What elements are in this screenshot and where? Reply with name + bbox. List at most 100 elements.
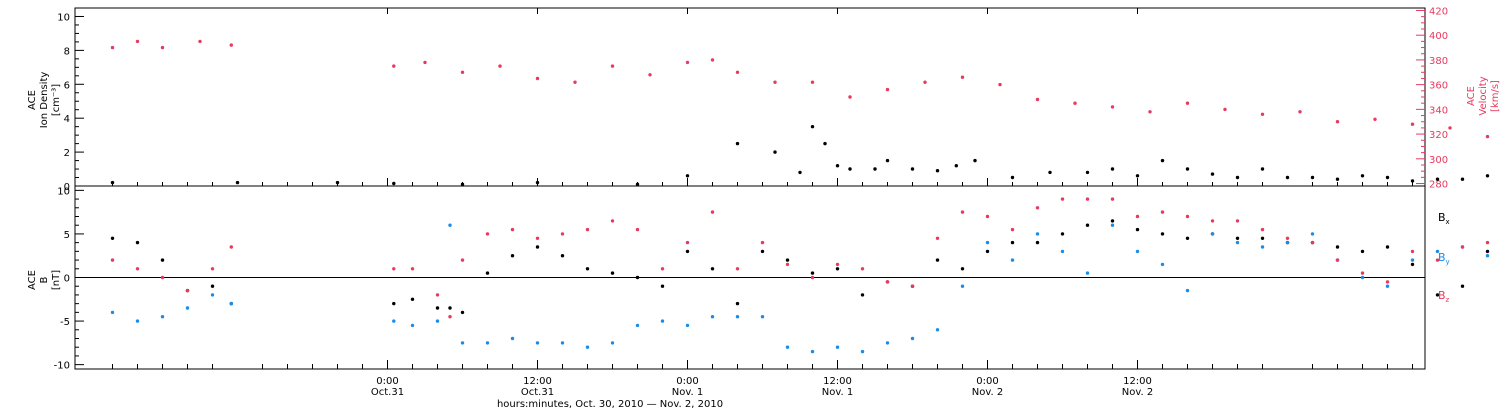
field-point-2 [185, 288, 190, 293]
field-point-2 [410, 267, 415, 271]
top-point-1 [229, 43, 233, 47]
top-point-0 [873, 167, 877, 171]
top-point-0 [1385, 175, 1390, 180]
top-point-1 [885, 87, 890, 92]
field-point-2 [985, 214, 990, 219]
field-point-2 [435, 293, 440, 297]
field-tick-label: 5 [64, 230, 70, 241]
field-point-2 [860, 267, 865, 271]
top-point-0 [1485, 174, 1490, 178]
time-tick-label-time: 12:00 [1123, 376, 1152, 387]
field-point-0 [935, 258, 940, 262]
field-point-2 [935, 236, 940, 240]
top-point-0 [798, 170, 802, 175]
velocity-tick-label: 360 [1429, 81, 1448, 92]
time-tick-label-time: 0:00 [376, 376, 398, 387]
top-point-0 [1410, 179, 1415, 183]
density-velocity-points [110, 39, 1490, 186]
legend-bx: Bx [1438, 211, 1450, 226]
field-point-1 [985, 240, 990, 245]
field-point-1 [1060, 249, 1065, 254]
top-point-1 [773, 80, 777, 84]
field-point-2 [485, 232, 490, 236]
field-point-1 [1285, 240, 1290, 245]
field-point-0 [1010, 240, 1015, 245]
velocity-axis-ticks: 280 300 320 340 360 380 400 420 [1416, 6, 1448, 191]
time-tick-label-date: Oct.31 [521, 387, 554, 398]
density-axis-label-line1: ACE [27, 90, 38, 110]
field-point-1 [785, 345, 790, 349]
field-point-2 [960, 210, 965, 214]
field-point-2 [710, 210, 715, 214]
field-point-1 [210, 293, 215, 297]
top-point-1 [1335, 120, 1340, 124]
top-point-1 [1448, 126, 1452, 130]
field-point-0 [785, 258, 790, 262]
field-point-0 [1260, 236, 1265, 240]
velocity-tick-label: 320 [1429, 130, 1448, 141]
legend-by: By [1438, 251, 1450, 266]
field-point-0 [510, 254, 515, 258]
top-point-1 [160, 45, 165, 50]
field-point-0 [1110, 219, 1115, 223]
field-point-2 [1010, 227, 1015, 232]
field-point-1 [835, 345, 840, 349]
field-point-1 [485, 341, 490, 345]
field-point-1 [460, 341, 465, 345]
top-point-0 [1160, 158, 1165, 163]
field-point-1 [410, 323, 415, 328]
top-point-0 [935, 169, 940, 173]
velocity-tick-label: 380 [1429, 56, 1448, 67]
field-point-2 [1110, 197, 1115, 201]
field-point-1 [960, 284, 965, 288]
top-point-0 [835, 164, 840, 168]
legend-bx-name: B [1438, 211, 1446, 224]
field-point-2 [610, 219, 615, 223]
field-point-2 [392, 267, 396, 271]
top-point-0 [1285, 175, 1290, 180]
field-point-2 [1210, 219, 1215, 223]
field-point-2 [1160, 210, 1165, 214]
field-axis-label-line1: ACE [27, 270, 38, 290]
top-point-0 [1260, 167, 1265, 171]
field-point-0 [160, 258, 165, 262]
top-point-0 [973, 158, 977, 163]
field-point-2 [585, 227, 590, 232]
field-point-2 [1135, 214, 1140, 219]
top-point-0 [1460, 177, 1465, 181]
field-point-1 [160, 315, 165, 319]
field-point-0 [1435, 293, 1440, 297]
top-point-1 [423, 60, 427, 65]
time-tick-label-date: Nov. 1 [672, 387, 703, 398]
density-tick-label: 4 [64, 114, 70, 125]
field-point-0 [460, 310, 465, 315]
field-axis-ticks: -10 -5 0 5 10 [54, 186, 84, 372]
field-point-2 [1235, 219, 1240, 223]
legend-bx-sub: x [1446, 218, 1450, 226]
velocity-tick-label: 280 [1429, 180, 1448, 191]
field-point-0 [435, 306, 440, 310]
time-axis-title: hours:minutes, Oct. 30, 2010 — Nov. 2, 2… [497, 399, 723, 410]
field-point-2 [1185, 214, 1190, 219]
top-point-1 [1185, 101, 1190, 105]
field-point-1 [710, 315, 715, 319]
time-tick-label-date: Nov. 2 [1122, 387, 1153, 398]
time-tick-label-date: Oct.31 [371, 387, 404, 398]
field-point-0 [135, 240, 140, 245]
field-point-1 [135, 319, 140, 323]
top-point-0 [1335, 177, 1340, 181]
density-tick-label: 2 [64, 148, 70, 159]
field-point-1 [1310, 232, 1315, 236]
field-point-1 [1185, 288, 1190, 293]
top-point-1 [460, 70, 465, 75]
field-point-1 [1010, 258, 1015, 262]
top-point-1 [923, 80, 927, 84]
field-point-0 [610, 271, 615, 275]
top-point-1 [735, 70, 740, 75]
field-point-0 [1085, 223, 1090, 227]
legend-bz: Bz [1438, 289, 1450, 304]
field-point-2 [1085, 197, 1090, 201]
field-point-2 [1285, 236, 1290, 240]
